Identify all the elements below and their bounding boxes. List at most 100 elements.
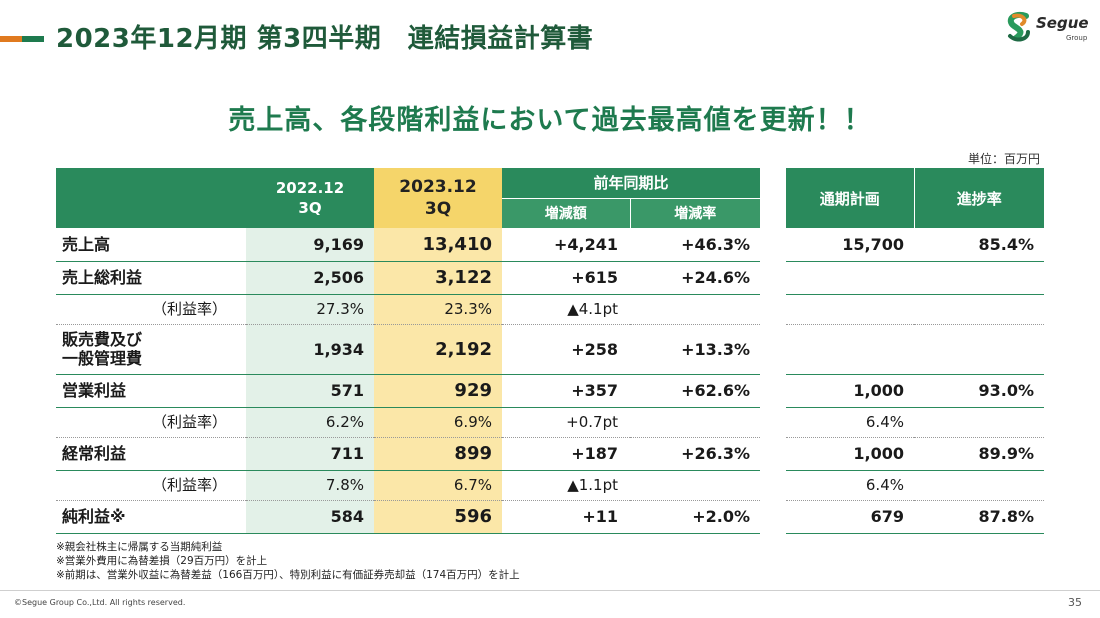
- progress-value: 85.4%: [914, 228, 1044, 262]
- rate-value: +46.3%: [630, 228, 760, 262]
- title-bar: 2023年12月期 第3四半期 連結損益計算書: [0, 14, 1100, 62]
- plan-value: 1,000: [786, 374, 914, 408]
- header-cur-line2: 3Q: [424, 199, 452, 219]
- prev-value: 584: [246, 500, 374, 534]
- header-plan: 通期計画: [786, 168, 915, 228]
- rate-value: [630, 294, 760, 325]
- header-prev: 2022.12 3Q: [246, 168, 374, 228]
- cur-value: 6.9%: [374, 407, 502, 438]
- row-label: 経常利益: [56, 437, 246, 471]
- plan-value: [786, 324, 914, 375]
- diff-value: ▲4.1pt: [502, 294, 630, 325]
- rate-value: [630, 470, 760, 501]
- plan-row: 679 87.8%: [786, 500, 1044, 534]
- prev-value: 6.2%: [246, 407, 374, 438]
- plan-row: 1,000 93.0%: [786, 374, 1044, 408]
- header-prev-line1: 2022.12: [275, 179, 345, 197]
- pl-table: 2022.12 3Q 2023.12 3Q 前年同期比 増減額 増減率 売上高 …: [56, 168, 760, 534]
- plan-row: [786, 261, 1044, 295]
- table-row: 純利益※ 584 596 +11 +2.0%: [56, 500, 760, 534]
- footnote: ※親会社株主に帰属する当期純利益: [56, 541, 223, 553]
- row-label: 売上総利益: [56, 261, 246, 295]
- plan-row: [786, 294, 1044, 325]
- table-row: （利益率） 7.8% 6.7% ▲1.1pt: [56, 470, 760, 501]
- progress-value: [914, 470, 1044, 501]
- plan-value: 6.4%: [786, 407, 914, 438]
- diff-value: +187: [502, 437, 630, 471]
- header-diff: 増減額: [502, 197, 631, 228]
- progress-value: 93.0%: [914, 374, 1044, 408]
- rate-value: +62.6%: [630, 374, 760, 408]
- diff-value: +0.7pt: [502, 407, 630, 438]
- progress-value: [914, 324, 1044, 375]
- prev-value: 1,934: [246, 324, 374, 375]
- progress-value: [914, 407, 1044, 438]
- plan-row: 6.4%: [786, 407, 1044, 438]
- header-prev-line2: 3Q: [298, 199, 322, 217]
- header-label-cell: [56, 168, 246, 228]
- table-row: 売上高 9,169 13,410 +4,241 +46.3%: [56, 228, 760, 262]
- diff-value: +11: [502, 500, 630, 534]
- prev-value: 7.8%: [246, 470, 374, 501]
- row-label: 販売費及び 一般管理費: [56, 324, 246, 375]
- cur-value: 899: [374, 437, 502, 471]
- header-rate: 増減率: [630, 197, 760, 228]
- footer-divider: [0, 590, 1100, 591]
- prev-value: 27.3%: [246, 294, 374, 325]
- plan-row: 6.4%: [786, 470, 1044, 501]
- plan-row: 1,000 89.9%: [786, 437, 1044, 471]
- plan-row: [786, 324, 1044, 375]
- header-progress: 進捗率: [914, 168, 1044, 228]
- progress-value: [914, 294, 1044, 325]
- row-label-line1: 販売費及び: [62, 330, 143, 349]
- plan-value: 679: [786, 500, 914, 534]
- rate-value: +13.3%: [630, 324, 760, 375]
- row-label: （利益率）: [56, 470, 246, 501]
- cur-value: 23.3%: [374, 294, 502, 325]
- footnote: ※前期は、営業外収益に為替差益（166百万円）、特別利益に有価証券売却益（174…: [56, 569, 520, 581]
- rate-value: [630, 407, 760, 438]
- cur-value: 3,122: [374, 261, 502, 295]
- progress-value: [914, 261, 1044, 295]
- footnotes: ※親会社株主に帰属する当期純利益 ※営業外費用に為替差損（29百万円）を計上 ※…: [56, 540, 520, 582]
- progress-value: 89.9%: [914, 437, 1044, 471]
- diff-value: +615: [502, 261, 630, 295]
- header-yoy: 前年同期比: [502, 168, 760, 198]
- row-label: （利益率）: [56, 294, 246, 325]
- table-row: 営業利益 571 929 +357 +62.6%: [56, 374, 760, 408]
- plan-row: 15,700 85.4%: [786, 228, 1044, 262]
- diff-value: +357: [502, 374, 630, 408]
- plan-value: [786, 261, 914, 295]
- diff-value: +4,241: [502, 228, 630, 262]
- copyright: ©Segue Group Co.,Ltd. All rights reserve…: [14, 598, 186, 607]
- table-row: 経常利益 711 899 +187 +26.3%: [56, 437, 760, 471]
- logo-sub: Group: [1066, 34, 1088, 42]
- title-accent-green: [22, 36, 44, 42]
- diff-value: +258: [502, 324, 630, 375]
- page-title: 2023年12月期 第3四半期 連結損益計算書: [56, 24, 594, 54]
- row-label: 純利益※: [56, 500, 246, 534]
- cur-value: 596: [374, 500, 502, 534]
- prev-value: 711: [246, 437, 374, 471]
- unit-label: 単位：百万円: [967, 152, 1040, 166]
- table-row: （利益率） 27.3% 23.3% ▲4.1pt: [56, 294, 760, 325]
- rate-value: +26.3%: [630, 437, 760, 471]
- row-label-line2: 一般管理費: [62, 349, 143, 368]
- diff-value: ▲1.1pt: [502, 470, 630, 501]
- plan-value: [786, 294, 914, 325]
- prev-value: 9,169: [246, 228, 374, 262]
- table-row: 販売費及び 一般管理費 1,934 2,192 +258 +13.3%: [56, 324, 760, 375]
- plan-value: 6.4%: [786, 470, 914, 501]
- prev-value: 571: [246, 374, 374, 408]
- logo-name: Segue: [1036, 14, 1089, 32]
- rate-value: +2.0%: [630, 500, 760, 534]
- row-label: 営業利益: [56, 374, 246, 408]
- header-cur: 2023.12 3Q: [374, 168, 502, 228]
- header-cur-line1: 2023.12: [399, 177, 477, 197]
- row-label: 売上高: [56, 228, 246, 262]
- prev-value: 2,506: [246, 261, 374, 295]
- segue-logo: Segue Group: [1004, 10, 1094, 50]
- footnote: ※営業外費用に為替差損（29百万円）を計上: [56, 555, 268, 567]
- progress-value: 87.8%: [914, 500, 1044, 534]
- cur-value: 2,192: [374, 324, 502, 375]
